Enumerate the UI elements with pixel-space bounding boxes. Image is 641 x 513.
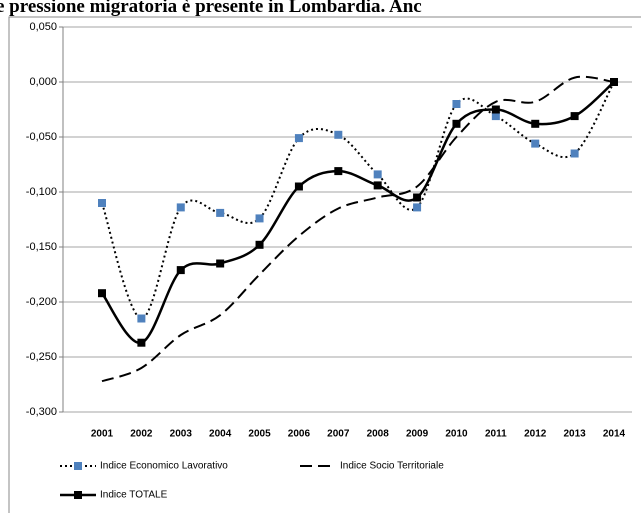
chart-frame (8, 16, 641, 513)
y-tick-label: -0,300 (26, 406, 57, 418)
x-tick-label: 2010 (445, 429, 468, 440)
y-tick-label: -0,200 (26, 296, 57, 308)
marker (294, 134, 303, 143)
y-tick-label: 0,000 (29, 76, 57, 88)
marker (98, 289, 106, 298)
legend-label: Indice Socio Territoriale (340, 461, 444, 472)
x-tick-label: 2008 (367, 429, 390, 440)
marker (98, 199, 106, 207)
marker (452, 119, 461, 128)
marker (413, 203, 422, 212)
marker (531, 139, 540, 148)
marker (610, 78, 618, 86)
x-tick-label: 2004 (209, 429, 232, 440)
x-tick-label: 2002 (130, 429, 153, 440)
legend-marker (74, 462, 82, 470)
series-line (101, 81, 615, 320)
legend-label: Indice TOTALE (100, 490, 168, 501)
marker (255, 240, 264, 249)
marker (294, 182, 303, 191)
marker (491, 105, 500, 114)
marker (373, 181, 382, 190)
page-text: e pressione migratoria è presente in Lom… (0, 0, 422, 17)
x-tick-label: 2001 (91, 429, 114, 440)
y-tick-label: -0,250 (26, 351, 57, 363)
series-line (101, 75, 615, 383)
x-tick-label: 2005 (248, 429, 271, 440)
y-tick-label: -0,100 (26, 186, 57, 198)
marker (255, 214, 264, 223)
marker (452, 100, 461, 108)
marker (491, 112, 500, 121)
marker (216, 259, 225, 268)
x-tick-label: 2011 (485, 429, 507, 440)
x-tick-label: 2012 (524, 429, 547, 440)
marker (176, 203, 185, 212)
marker (373, 170, 382, 179)
x-tick-label: 2003 (170, 429, 193, 440)
x-tick-label: 2013 (563, 429, 586, 440)
x-tick-label: 2009 (406, 429, 429, 440)
marker (334, 167, 343, 176)
y-tick-label: -0,150 (26, 241, 57, 253)
marker (413, 193, 422, 202)
legend-marker (74, 491, 82, 499)
x-tick-label: 2014 (603, 429, 626, 440)
x-tick-label: 2007 (327, 429, 350, 440)
y-tick-label: 0,050 (29, 21, 57, 33)
marker (137, 314, 146, 323)
marker (216, 208, 225, 217)
marker (531, 119, 540, 128)
y-tick-label: -0,050 (26, 131, 57, 143)
legend-label: Indice Economico Lavorativo (100, 461, 228, 472)
marker (570, 112, 579, 121)
marker (334, 130, 343, 139)
marker (570, 149, 579, 158)
marker (176, 266, 185, 275)
marker (137, 338, 146, 347)
x-tick-label: 2006 (288, 429, 311, 440)
